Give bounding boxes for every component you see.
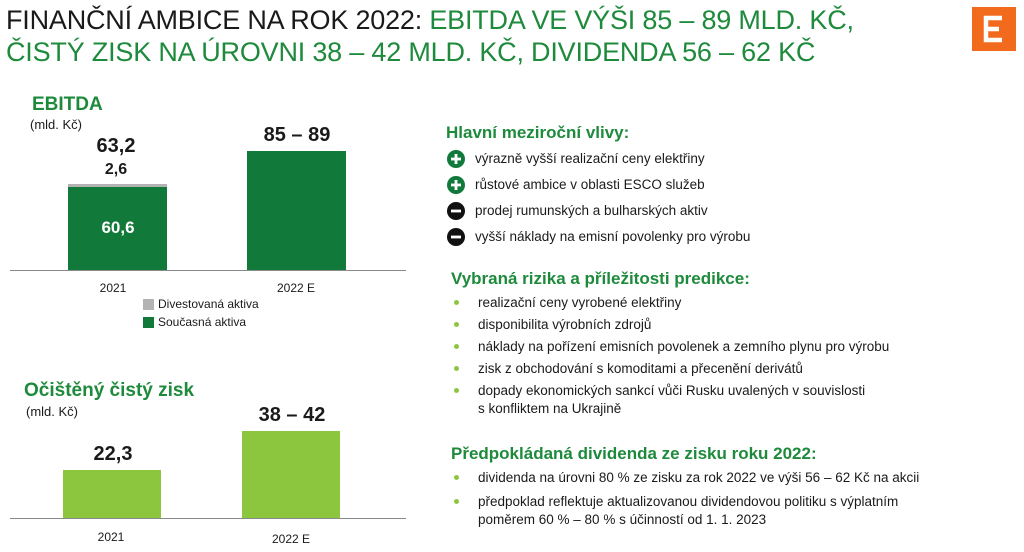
risks-title: Vybraná rizika a příležitosti predikce: [451,269,750,288]
ebitda-2021-total-label: 63,2 [96,134,136,157]
risk-text: realizační ceny vyrobené elektřiny [478,295,682,310]
risk-text: zisk z obchodování s komoditami a přecen… [478,361,803,376]
dividend-title: Předpokládaná dividenda ze zisku roku 20… [451,444,817,463]
profit-2022-bar [242,431,340,518]
risk-item: dopady ekonomických sankcí vůči Rusku uv… [447,382,1007,418]
bullet-dot-icon [454,475,459,480]
legend-label-divested: Divestovaná aktiva [158,297,259,311]
risk-text: náklady na pořízení emisních povolenek a… [478,339,890,354]
legend-label-current: Současná aktiva [158,315,247,329]
cez-logo-icon [983,15,1002,43]
ebitda-2021-current-label: 60,6 [101,217,135,237]
bullet-dot-icon [454,388,459,393]
risk-item: realizační ceny vyrobené elektřiny [447,294,1007,312]
influence-text: prodej rumunských a bulharských aktiv [475,203,708,218]
influences-list: výrazně vyšší realizační ceny elektřiny … [447,150,1007,254]
bullet-dot-icon [454,322,459,327]
minus-circle-icon [447,202,465,220]
risks-list: realizační ceny vyrobené elektřiny dispo… [447,294,1007,418]
profit-chart-unit: (mld. Kč) [26,404,78,419]
bullet-dot-icon [454,499,459,504]
minus-circle-icon [447,228,465,246]
legend-item-current: Současná aktiva [143,315,246,329]
influence-item: vyšší náklady na emisní povolenky pro vý… [447,228,1007,254]
risk-text: dopady ekonomických sankcí vůči Rusku uv… [478,382,865,418]
dividend-item: dividenda na úrovni 80 % ze zisku za rok… [447,469,1007,487]
title-green-part-1: EBITDA VE VÝŠI 85 – 89 MLD. KČ, [429,5,854,35]
dividend-text-line-2: poměrem 60 % – 80 % s účinností od 1. 1.… [478,512,767,527]
risk-text-line-2: s konfliktem na Ukrajině [478,401,622,416]
risk-item: náklady na pořízení emisních povolenek a… [447,338,1007,356]
bullet-dot-icon [454,344,459,349]
risk-item: disponibilita výrobních zdrojů [447,316,1007,334]
dividend-item: předpoklad reflektuje aktualizovanou div… [447,493,1007,529]
profit-2022-label: 38 – 42 [258,404,326,427]
ebitda-x-axis [10,270,406,271]
profit-x-axis [10,518,406,519]
bullet-dot-icon [454,366,459,371]
influence-text: růstové ambice v oblasti ESCO služeb [475,177,705,192]
ebitda-chart-title: EBITDA [32,94,103,115]
risk-item: zisk z obchodování s komoditami a přecen… [447,360,1007,378]
plus-circle-icon [447,150,465,168]
profit-tick-2021: 2021 [97,530,125,544]
ebitda-tick-2022: 2022 E [276,281,316,295]
legend-swatch-green [143,316,154,328]
dividend-text: dividenda na úrovni 80 % ze zisku za rok… [478,470,920,485]
profit-2021-label: 22,3 [93,442,133,465]
legend-swatch-grey [143,298,154,310]
profit-2021-bar [63,469,161,518]
risk-text-line-1: dopady ekonomických sankcí vůči Rusku uv… [478,383,866,398]
influence-text: vyšší náklady na emisní povolenky pro vý… [475,229,751,244]
bullet-dot-icon [454,300,459,305]
ebitda-2021-divested-bar [68,183,167,188]
title-dark-part: FINANČNÍ AMBICE NA ROK 2022: [6,5,430,35]
influence-item: výrazně vyšší realizační ceny elektřiny [447,150,1007,176]
influences-title: Hlavní meziroční vlivy: [446,123,630,142]
profit-tick-2022: 2022 E [271,532,311,546]
risk-text: disponibilita výrobních zdrojů [478,317,652,332]
plus-circle-icon [447,176,465,194]
page-title: FINANČNÍ AMBICE NA ROK 2022: EBITDA VE V… [6,4,966,68]
ebitda-2021-divested-label: 2,6 [104,160,128,178]
dividend-list: dividenda na úrovni 80 % ze zisku za rok… [447,469,1007,529]
ebitda-2021-current-bar [68,187,167,270]
brand-logo [972,7,1016,51]
ebitda-2022-current-bar [247,150,346,270]
dividend-text: předpoklad reflektuje aktualizovanou div… [478,493,898,529]
dividend-text-line-1: předpoklad reflektuje aktualizovanou div… [478,494,899,509]
title-green-part-2: ČISTÝ ZISK NA ÚROVNI 38 – 42 MLD. KČ, DI… [6,37,816,67]
influence-item: prodej rumunských a bulharských aktiv [447,202,1007,228]
profit-chart-title: Očištěný čistý zisk [24,380,195,401]
influence-item: růstové ambice v oblasti ESCO služeb [447,176,1007,202]
influence-text: výrazně vyšší realizační ceny elektřiny [475,151,705,166]
legend-item-divested: Divestovaná aktiva [143,297,259,311]
ebitda-tick-2021: 2021 [99,281,127,295]
ebitda-2022-total-label: 85 – 89 [263,123,331,146]
ebitda-chart-unit: (mld. Kč) [30,117,82,132]
